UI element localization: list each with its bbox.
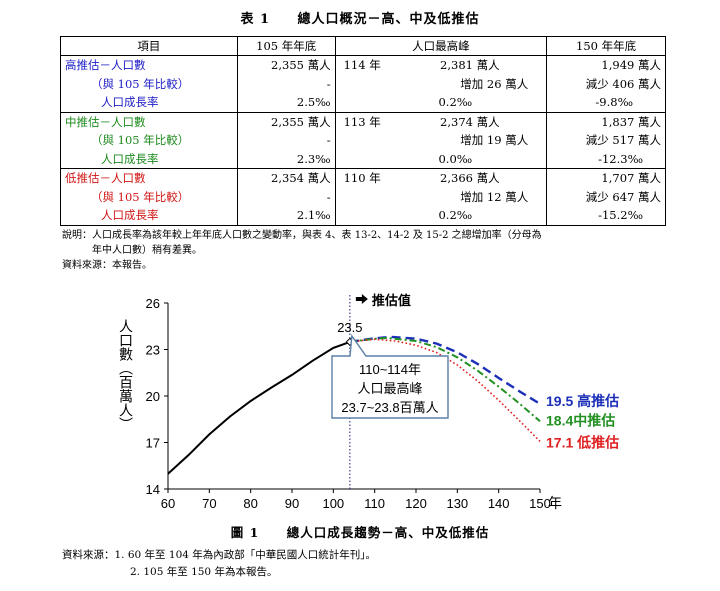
x-tick-label: 90	[285, 496, 299, 511]
population-summary-table: 項目 105 年年底 人口最高峰 150 年年底 高推估－人口數 2,355 萬…	[60, 36, 666, 226]
series-line-2	[349, 336, 541, 423]
table-row: 人口成長率 2.1‰ 0.2‰ -15.2‰	[60, 206, 666, 226]
cell-peak-value: 2,381 萬人	[440, 58, 500, 73]
cell-150: 1,949 萬人	[546, 55, 666, 75]
cell-150: -12.3‰	[546, 149, 666, 169]
row-label: 低推估－人口數	[60, 168, 238, 188]
cell-peak: 增加 26 萬人	[334, 74, 548, 93]
y-tick-label: 20	[146, 389, 160, 404]
cell-105: -	[236, 74, 336, 93]
cell-peak: 0.2‰	[334, 93, 548, 113]
table-note-line1: 說明：人口成長率為該年較上年年底人口數之變動率，與表 4、表 13-2、14-2…	[62, 230, 542, 241]
row-label: 中推估－人口數	[60, 111, 238, 131]
cell-105: 2,354 萬人	[236, 168, 336, 188]
series-end-label: 18.4中推估	[546, 412, 615, 428]
table-title-text: 總人口概況－高、中及低推估	[297, 12, 480, 27]
row-label: （與 105 年比較）	[60, 187, 238, 206]
figure-source-line2: 2. 105 年至 150 年為本報告。	[130, 566, 278, 578]
figure-caption-text: 總人口成長趨勢－高、中及低推估	[286, 525, 490, 540]
projection-label: 推估值	[372, 293, 411, 308]
cell-peak-value: 2,366 萬人	[440, 171, 500, 186]
cell-peak-value: 2,374 萬人	[440, 114, 500, 129]
last-actual-label: 23.5	[337, 320, 362, 335]
x-tick-label: 150	[529, 496, 551, 511]
x-tick-label: 100	[322, 496, 344, 511]
cell-150: 減少 647 萬人	[546, 187, 666, 206]
cell-150: 1,837 萬人	[546, 111, 666, 131]
row-label: （與 105 年比較）	[60, 74, 238, 93]
x-tick-label: 140	[488, 496, 510, 511]
x-tick-label: 130	[446, 496, 468, 511]
x-tick-label: 120	[405, 496, 427, 511]
cell-peak: 增加 19 萬人	[334, 131, 548, 150]
header-item: 項目	[60, 36, 238, 56]
y-tick-label: 17	[146, 436, 160, 451]
x-tick-label: 70	[202, 496, 216, 511]
series-end-label: 17.1 低推估	[546, 434, 619, 450]
cell-150: -15.2‰	[546, 206, 666, 226]
header-105: 105 年年底	[236, 36, 336, 56]
table-row: 高推估－人口數 2,355 萬人 114 年 2,381 萬人 1,949 萬人	[60, 55, 666, 75]
cell-150: 減少 517 萬人	[546, 131, 666, 150]
row-label: 人口成長率	[60, 93, 238, 113]
callout-box	[331, 334, 449, 419]
cell-peak: 0.2‰	[334, 206, 548, 226]
table-number: 表 1	[240, 12, 271, 27]
y-tick-label: 26	[146, 296, 160, 311]
callout-line: 人口最高峰	[357, 381, 422, 396]
table-row: 低推估－人口數 2,354 萬人 110 年 2,366 萬人 1,707 萬人	[60, 168, 666, 188]
arrow-right-icon	[355, 294, 368, 304]
cell-105: 2,355 萬人	[236, 111, 336, 131]
cell-peak-year: 110 年	[343, 171, 381, 186]
table-row: （與 105 年比較） - 增加 12 萬人 減少 647 萬人	[60, 187, 666, 206]
cell-peak-year: 114 年	[343, 58, 381, 73]
table-row: （與 105 年比較） - 增加 19 萬人 減少 517 萬人	[60, 131, 666, 150]
table-source: 資料來源：本報告。	[62, 260, 152, 271]
cell-150: -9.8‰	[546, 93, 666, 113]
series-end-label: 19.5 高推估	[546, 393, 619, 409]
cell-105: -	[236, 187, 336, 206]
cell-105: 2.5‰	[236, 93, 336, 113]
cell-peak: 增加 12 萬人	[334, 187, 548, 206]
table-title: 表 1 總人口概況－高、中及低推估	[0, 8, 720, 27]
y-tick-label: 14	[146, 482, 160, 497]
callout-line: 110~114年	[359, 362, 421, 377]
header-150: 150 年年底	[546, 36, 666, 56]
cell-105: 2,355 萬人	[236, 55, 336, 75]
x-tick-label: 80	[243, 496, 257, 511]
callout-line: 23.7~23.8百萬人	[341, 400, 438, 415]
cell-105: 2.3‰	[236, 149, 336, 169]
x-axis-label: 年	[548, 495, 562, 511]
cell-105: -	[236, 131, 336, 150]
cell-peak: 0.0‰	[334, 149, 548, 169]
figure-caption: 圖 1 總人口成長趨勢－高、中及低推估	[0, 522, 720, 541]
header-peak: 人口最高峰	[334, 36, 548, 56]
table-row: 人口成長率 2.3‰ 0.0‰ -12.3‰	[60, 149, 666, 169]
table-note-line2: 年中人口數）稍有差異。	[92, 245, 202, 256]
y-tick-label: 23	[146, 343, 160, 358]
row-label: 高推估－人口數	[60, 55, 238, 75]
table-row: 人口成長率 2.5‰ 0.2‰ -9.8‰	[60, 93, 666, 113]
x-tick-label: 60	[161, 496, 175, 511]
table-note: 說明：人口成長率為該年較上年年底人口數之變動率，與表 4、表 13-2、14-2…	[62, 228, 682, 273]
y-axis-label: 人口數（百萬人）	[118, 319, 134, 431]
table-row: （與 105 年比較） - 增加 26 萬人 減少 406 萬人	[60, 74, 666, 93]
figure-source-line1: 資料來源：1. 60 年至 104 年為內政部「中華民國人口統計年刊」。	[62, 549, 377, 561]
row-label: （與 105 年比較）	[60, 131, 238, 150]
table-row: 中推估－人口數 2,355 萬人 113 年 2,374 萬人 1,837 萬人	[60, 111, 666, 131]
cell-peak-year: 113 年	[343, 114, 381, 129]
x-tick-label: 110	[364, 496, 385, 511]
cell-150: 減少 406 萬人	[546, 74, 666, 93]
row-label: 人口成長率	[60, 149, 238, 169]
series-line-0	[167, 340, 351, 475]
figure-number: 圖 1	[230, 525, 260, 540]
cell-150: 1,707 萬人	[546, 168, 666, 188]
table-header-row: 項目 105 年年底 人口最高峰 150 年年底	[60, 36, 666, 56]
cell-105: 2.1‰	[236, 206, 336, 226]
row-label: 人口成長率	[60, 206, 238, 226]
